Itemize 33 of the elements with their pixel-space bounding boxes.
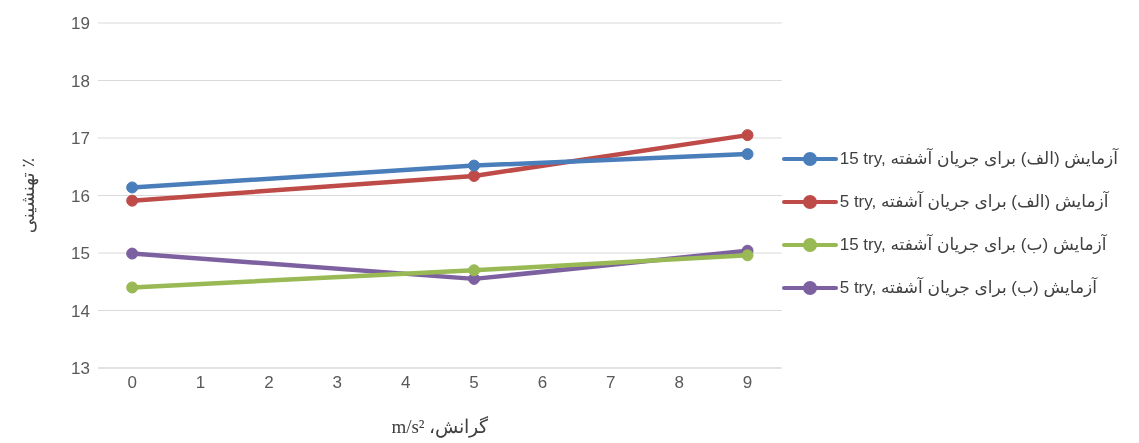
point: [741, 129, 754, 142]
x-tick-label: 2: [264, 373, 274, 393]
x-tick-label: 7: [606, 373, 616, 393]
x-tick-label: 1: [195, 373, 206, 393]
point: [126, 181, 139, 194]
y-tick-label: 15: [71, 244, 90, 264]
x-tick-label: 8: [674, 373, 684, 393]
y-axis-title: تهنشینی ٪: [18, 157, 40, 234]
y-tick-label: 18: [71, 71, 90, 91]
x-tick-label: 4: [400, 373, 411, 393]
point: [126, 194, 139, 207]
x-tick-label: 0: [127, 373, 137, 393]
legend-label: 15 try, آزمایش (ب) برای جریان آشفته: [839, 234, 1107, 255]
x-tick-label: 5: [469, 373, 479, 393]
y-tick-label: 16: [71, 186, 90, 206]
legend-label: 5 try, آزمایش (الف) برای جریان آشفته: [839, 191, 1109, 212]
point: [468, 159, 481, 172]
x-tick-label: 6: [537, 373, 548, 393]
x-tick-label: 3: [332, 373, 343, 393]
point: [126, 281, 139, 294]
y-tick-label: 13: [71, 359, 90, 379]
x-tick-label: 9: [742, 373, 753, 393]
point: [126, 247, 139, 260]
y-tick-label: 19: [71, 14, 90, 34]
legend-label: 5 try, آزمایش (ب) برای جریان آشفته: [839, 277, 1098, 298]
point: [741, 249, 754, 262]
point: [468, 169, 481, 182]
point: [741, 148, 754, 161]
y-tick-label: 14: [71, 301, 90, 321]
point: [468, 264, 481, 277]
x-axis-title: گرانش، m/s²: [391, 415, 490, 439]
y-tick-label: 17: [71, 129, 90, 149]
legend-label: 15 try, آزمایش (الف) برای جریان آشفته: [839, 148, 1118, 169]
